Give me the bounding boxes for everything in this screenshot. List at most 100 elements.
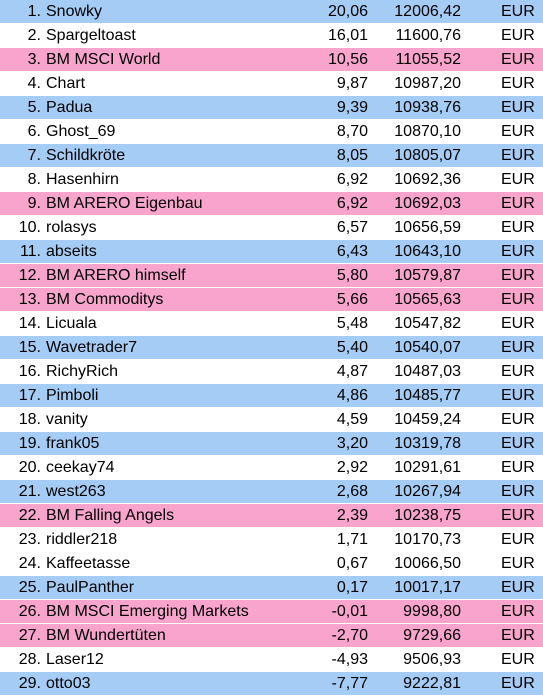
percent-cell: 0,67: [336, 555, 368, 572]
value-cell: 10692,36: [394, 171, 461, 188]
value-cell: 10870,10: [394, 123, 461, 140]
value-cell: 10017,17: [394, 579, 461, 596]
currency-cell: EUR: [501, 387, 535, 404]
currency-cell: EUR: [501, 243, 535, 260]
currency-cell: EUR: [501, 603, 535, 620]
table-row: 26. BM MSCI Emerging Markets -0,01 9998,80 E…: [0, 600, 543, 624]
currency-cell: EUR: [501, 267, 535, 284]
percent-cell: 16,01: [327, 27, 368, 44]
table-row: 23. riddler218 1,71 10170,73 EUR: [0, 528, 543, 552]
percent-cell: 4,87: [336, 363, 368, 380]
percent-cell: 5,80: [336, 267, 368, 284]
value-cell: 10643,10: [394, 243, 461, 260]
name-cell: rolasys: [46, 219, 97, 236]
table-row: 28. Laser12 -4,93 9506,93 EUR: [0, 648, 543, 672]
percent-cell: -7,77: [331, 675, 368, 692]
value-cell: 10291,61: [394, 459, 461, 476]
table-row: 9. BM ARERO Eigenbau 6,92 10692,03 EUR: [0, 192, 543, 216]
rank-cell: 4.: [27, 75, 41, 92]
rank-cell: 20.: [18, 459, 41, 476]
percent-cell: 6,43: [336, 243, 368, 260]
value-cell: 10987,20: [394, 75, 461, 92]
percent-cell: 10,56: [327, 51, 368, 68]
rank-cell: 18.: [18, 411, 41, 428]
rank-cell: 5.: [27, 99, 41, 116]
percent-cell: 5,66: [336, 291, 368, 308]
name-cell: Ghost_69: [46, 123, 116, 140]
value-cell: 10540,07: [394, 339, 461, 356]
name-cell: ceekay74: [46, 459, 115, 476]
currency-cell: EUR: [501, 219, 535, 236]
name-cell: Spargeltoast: [46, 27, 136, 44]
rank-cell: 24.: [18, 555, 41, 572]
percent-cell: -0,01: [331, 603, 368, 620]
currency-cell: EUR: [501, 555, 535, 572]
percent-cell: 3,20: [336, 435, 368, 452]
rank-cell: 12.: [18, 267, 41, 284]
currency-cell: EUR: [501, 315, 535, 332]
value-cell: 10485,77: [394, 387, 461, 404]
rank-cell: 17.: [18, 387, 41, 404]
value-cell: 12006,42: [394, 3, 461, 20]
table-row: 16. RichyRich 4,87 10487,03 EUR: [0, 360, 543, 384]
name-cell: otto03: [46, 675, 91, 692]
value-cell: 10692,03: [394, 195, 461, 212]
percent-cell: 6,92: [336, 195, 368, 212]
table-row: 20. ceekay74 2,92 10291,61 EUR: [0, 456, 543, 480]
table-row: 6. Ghost_69 8,70 10870,10 EUR: [0, 120, 543, 144]
rank-cell: 22.: [18, 507, 41, 524]
percent-cell: -4,93: [331, 651, 368, 668]
table-row: 10. rolasys 6,57 10656,59 EUR: [0, 216, 543, 240]
currency-cell: EUR: [501, 435, 535, 452]
percent-cell: 2,68: [336, 483, 368, 500]
table-row: 21. west263 2,68 10267,94 EUR: [0, 480, 543, 504]
currency-cell: EUR: [501, 627, 535, 644]
currency-cell: EUR: [501, 459, 535, 476]
table-row: 19. frank05 3,20 10319,78 EUR: [0, 432, 543, 456]
name-cell: abseits: [46, 243, 97, 260]
rank-cell: 11.: [19, 243, 41, 260]
rank-cell: 23.: [18, 531, 41, 548]
value-cell: 9222,81: [403, 675, 461, 692]
percent-cell: 4,59: [336, 411, 368, 428]
currency-cell: EUR: [501, 363, 535, 380]
table-row: 29. otto03 -7,77 9222,81 EUR: [0, 672, 543, 696]
name-cell: Kaffeetasse: [46, 555, 131, 572]
table-row: 13. BM Commoditys 5,66 10565,63 EUR: [0, 288, 543, 312]
rank-cell: 15.: [18, 339, 41, 356]
table-row: 27. BM Wundertüten -2,70 9729,66 EUR: [0, 624, 543, 648]
percent-cell: 6,57: [336, 219, 368, 236]
value-cell: 10459,24: [394, 411, 461, 428]
name-cell: BM Wundertüten: [46, 627, 166, 644]
rank-cell: 6.: [27, 123, 41, 140]
value-cell: 10547,82: [394, 315, 461, 332]
rank-cell: 8.: [27, 171, 41, 188]
value-cell: 10170,73: [394, 531, 461, 548]
currency-cell: EUR: [501, 339, 535, 356]
percent-cell: 2,92: [336, 459, 368, 476]
rank-cell: 3.: [27, 51, 41, 68]
name-cell: Laser12: [46, 651, 104, 668]
name-cell: Pimboli: [46, 387, 99, 404]
table-row: 5. Padua 9,39 10938,76 EUR: [0, 96, 543, 120]
table-row: 15. Wavetrader7 5,40 10540,07 EUR: [0, 336, 543, 360]
percent-cell: -2,70: [331, 627, 368, 644]
currency-cell: EUR: [501, 675, 535, 692]
percent-cell: 4,86: [336, 387, 368, 404]
name-cell: Padua: [46, 99, 93, 116]
rank-cell: 28.: [18, 651, 41, 668]
currency-cell: EUR: [501, 291, 535, 308]
value-cell: 10938,76: [394, 99, 461, 116]
percent-cell: 5,40: [336, 339, 368, 356]
table-row: 12. BM ARERO himself 5,80 10579,87 EUR: [0, 264, 543, 288]
rank-cell: 14.: [18, 315, 41, 332]
rank-cell: 19.: [18, 435, 41, 452]
rank-cell: 10.: [18, 219, 41, 236]
table-row: 24. Kaffeetasse 0,67 10066,50 EUR: [0, 552, 543, 576]
percent-cell: 20,06: [327, 3, 368, 20]
name-cell: Chart: [46, 75, 86, 92]
table-row: 17. Pimboli 4,86 10485,77 EUR: [0, 384, 543, 408]
name-cell: frank05: [46, 435, 100, 452]
currency-cell: EUR: [501, 507, 535, 524]
